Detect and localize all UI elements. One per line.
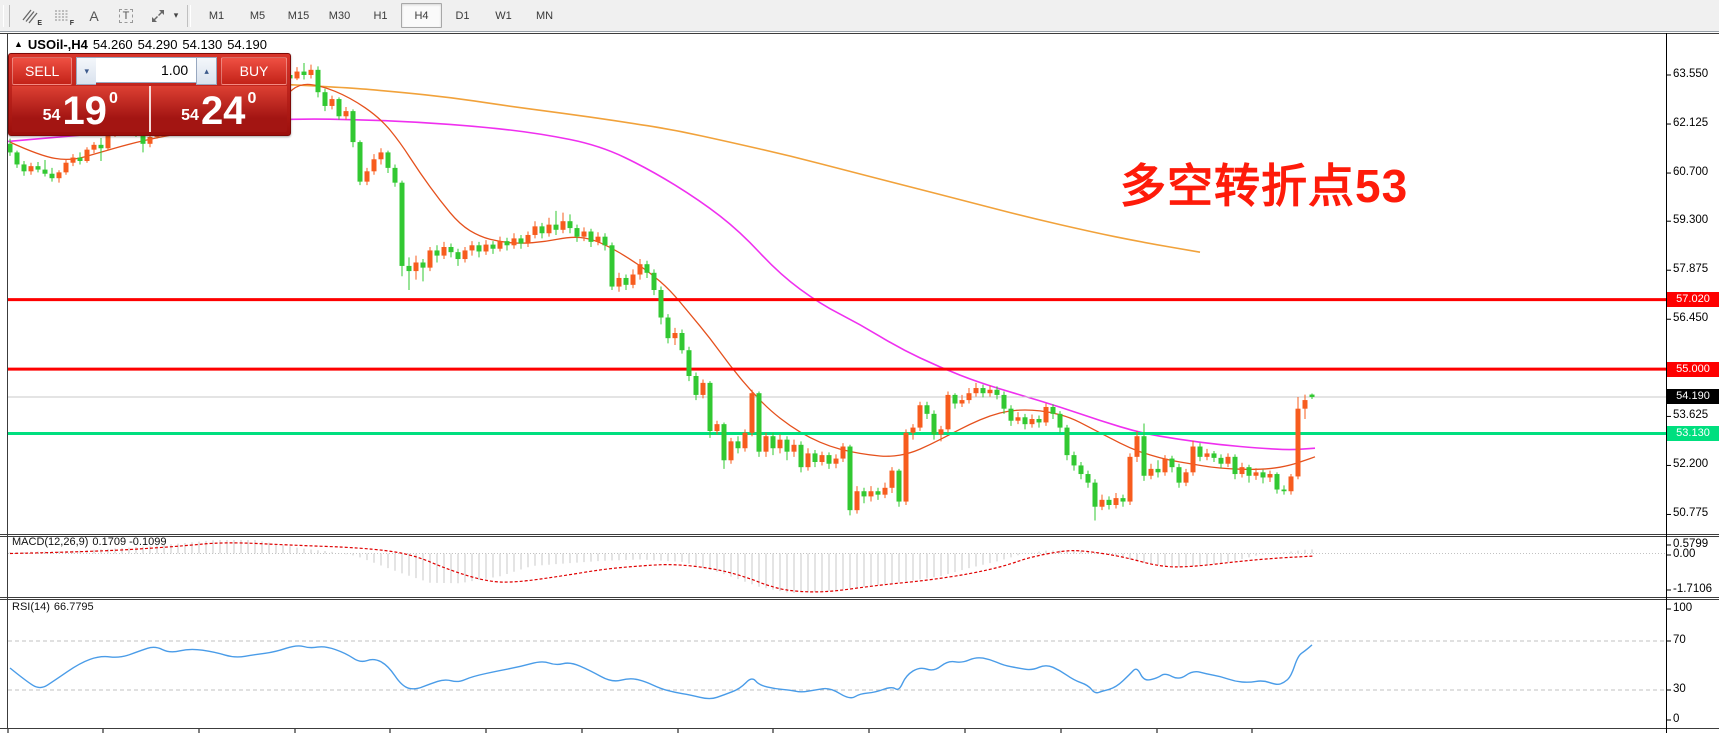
timeframe-M1[interactable]: M1 — [208, 9, 225, 22]
sell-button[interactable]: SELL — [12, 57, 73, 85]
arrows-dropdown-icon[interactable]: ▾ — [173, 10, 179, 20]
price-tick: 50.775 — [1673, 507, 1709, 520]
collapse-icon[interactable]: ▲ — [14, 38, 23, 49]
price-tick: 63.550 — [1673, 68, 1709, 80]
ohlc-close: 54.190 — [227, 37, 267, 52]
volume-input[interactable] — [96, 57, 197, 83]
macd-tick: 0.5799 — [1673, 538, 1709, 550]
timeframe-M30[interactable]: M30 — [328, 9, 351, 22]
rsi-tick: 0 — [1673, 713, 1680, 725]
price-tick: 53.625 — [1673, 409, 1709, 422]
volume-decrease-button[interactable]: ▾ — [76, 57, 97, 85]
text-label-icon[interactable]: T — [110, 3, 142, 29]
annotation-text: 多空转折点53 — [1120, 160, 1409, 212]
timeframe-group: M1 M5 M15 M30 H1 H4 D1 W1 MN — [196, 3, 565, 28]
volume-increase-button[interactable]: ▴ — [196, 57, 218, 85]
timeframe-M5[interactable]: M5 — [249, 9, 266, 22]
timeframe-H1[interactable]: H1 — [373, 9, 388, 22]
price-chart[interactable] — [0, 32, 1719, 752]
text-icon[interactable]: A — [89, 7, 99, 24]
timeframe-H4[interactable]: H4 — [401, 3, 442, 28]
macd-label: MACD(12,26,9) 0.1709 -0.1099 — [12, 536, 167, 548]
rsi-tick: 30 — [1673, 683, 1686, 695]
timeframe-D1[interactable]: D1 — [455, 9, 470, 22]
price-tick: 56.450 — [1673, 312, 1709, 325]
toolbar-separator — [187, 4, 191, 27]
chart-window: ▲ USOil-,H4 54.260 54.290 54.130 54.190 … — [0, 32, 1719, 752]
one-click-trade-panel: SELL ▾ ▴ BUY 54 19 0 54 24 0 — [8, 53, 291, 136]
sell-price-pips: 19 — [62, 89, 107, 133]
price-badge: 57.020 — [1667, 292, 1719, 308]
buy-price-pips: 24 — [200, 89, 246, 133]
price-badge: 53.130 — [1667, 425, 1719, 441]
fibonacci-icon[interactable]: F — [54, 10, 74, 27]
symbol-header: ▲ USOil-,H4 54.260 54.290 54.130 54.190 — [14, 37, 267, 52]
arrows-icon[interactable] — [142, 3, 174, 29]
timeframe-MN[interactable]: MN — [535, 9, 554, 22]
macd-tick: 0.00 — [1673, 548, 1696, 560]
price-tick: 52.200 — [1673, 458, 1709, 471]
sell-price[interactable]: 54 19 0 — [12, 86, 151, 132]
candles-layer — [8, 62, 1666, 521]
ohlc-high: 54.290 — [137, 37, 178, 52]
rsi-label: RSI(14) 66.7795 — [12, 601, 94, 613]
ohlc-open: 54.260 — [92, 37, 133, 52]
ohlc-low: 54.130 — [182, 37, 223, 52]
timeframe-W1[interactable]: W1 — [495, 9, 512, 22]
toolbar-grip[interactable] — [3, 4, 10, 27]
rsi-tick: 70 — [1673, 634, 1686, 646]
rsi-layer — [8, 640, 1666, 700]
buy-price-whole: 54 — [181, 107, 199, 124]
buy-price[interactable]: 54 24 0 — [150, 86, 287, 133]
sell-price-whole: 54 — [42, 107, 61, 124]
macd-tick: -1.7106 — [1673, 583, 1713, 595]
sell-price-point: 0 — [108, 90, 118, 107]
toolbar: E F A T ▾ M1 M5 M15 M30 H1 H4 D1 W1 MN — [0, 0, 1719, 32]
price-tick: 62.125 — [1673, 117, 1709, 130]
equidistant-channel-icon[interactable]: E — [14, 3, 46, 29]
price-badge: 55.000 — [1667, 361, 1719, 377]
buy-button[interactable]: BUY — [221, 57, 288, 85]
buy-price-point: 0 — [247, 90, 257, 107]
price-badge: 54.190 — [1667, 389, 1719, 405]
price-tick: 57.875 — [1673, 263, 1709, 276]
price-tick: 59.300 — [1673, 214, 1709, 227]
price-tick: 60.700 — [1673, 166, 1709, 179]
rsi-tick: 100 — [1673, 602, 1693, 614]
macd-layer — [9, 540, 1314, 593]
symbol-name: USOil-,H4 — [27, 37, 88, 52]
timeframe-M15[interactable]: M15 — [287, 9, 310, 22]
